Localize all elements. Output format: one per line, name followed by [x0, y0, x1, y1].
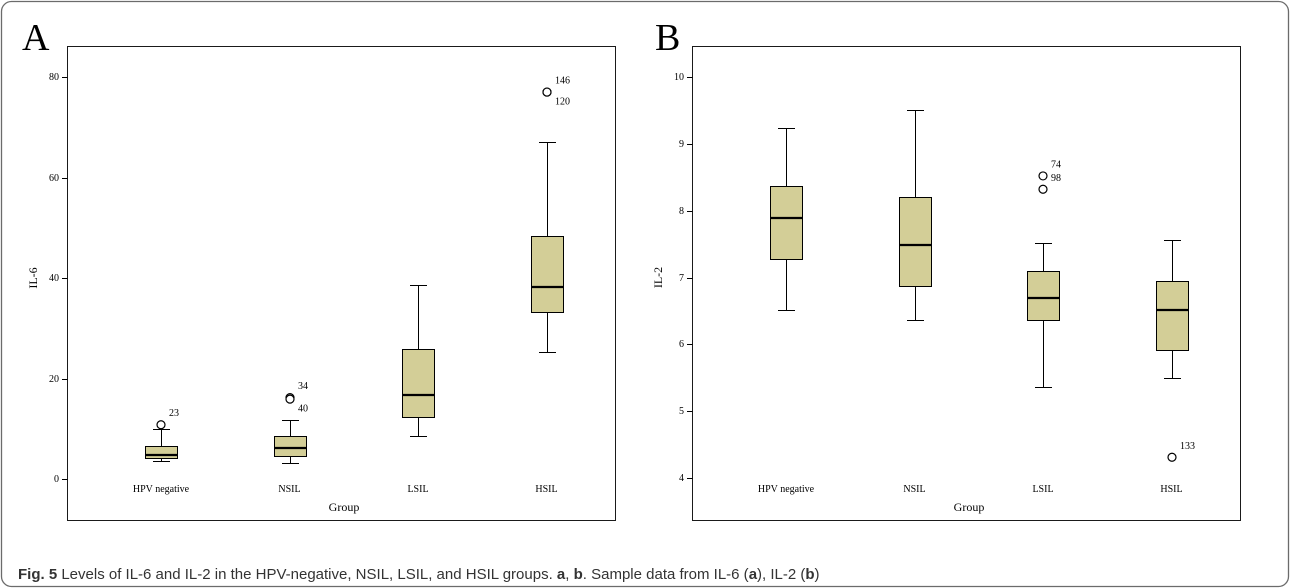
- outlier-case-label: 74: [1051, 159, 1061, 170]
- outlier-case-label: 23: [169, 408, 179, 419]
- x-tick-label: LSIL: [407, 484, 428, 495]
- y-tick-label: 10: [674, 72, 684, 83]
- outlier-case-label: 34: [298, 381, 308, 392]
- plot-frame: [692, 46, 1241, 521]
- plot-frame: [67, 46, 616, 521]
- outlier-case-label: 40: [298, 404, 308, 415]
- box-plot-nsil: 34 40: [274, 381, 308, 464]
- outlier-case-label: 133: [1180, 441, 1195, 452]
- outlier-point: [156, 420, 166, 430]
- y-tick-label: 7: [679, 273, 684, 284]
- box-plot-hpv-negative: [770, 128, 803, 311]
- outlier-case-label: 98: [1051, 173, 1061, 184]
- outlier-point: [285, 394, 295, 404]
- caption-bold-run: Fig. 5: [18, 566, 57, 583]
- panel-label-a: A: [22, 17, 50, 59]
- x-tick-label: HSIL: [1160, 484, 1182, 495]
- x-axis-title: Group: [954, 500, 985, 514]
- iqr-box: [770, 186, 803, 260]
- y-tick-label: 60: [49, 173, 59, 184]
- outlier-case-label: 146: [555, 76, 570, 87]
- y-tick-label: 8: [679, 206, 684, 217]
- caption-bold-run: b: [574, 566, 583, 583]
- box-plot-hsil: 133: [1156, 240, 1195, 462]
- iqr-box: [274, 436, 307, 457]
- box-plot-nsil: [899, 110, 932, 321]
- iqr-box: [1027, 271, 1060, 321]
- x-tick-label: HPV negative: [133, 484, 190, 495]
- panel-a: A 0 20 40 60 80 IL-6 HPV negative NSIL LSIL HSIL G…: [22, 17, 616, 521]
- caption-bold-run: a: [749, 566, 758, 583]
- figure-caption: Fig. 5 Levels of IL-6 and IL-2 in the HP…: [18, 566, 820, 583]
- caption-bold-run: a: [557, 566, 566, 583]
- iqr-box: [1156, 281, 1189, 351]
- x-tick-label: HPV negative: [758, 484, 815, 495]
- outlier-case-label: 120: [555, 97, 570, 108]
- caption-run: ): [815, 566, 820, 583]
- y-tick-label: 20: [49, 374, 59, 385]
- outlier-point: [1167, 452, 1177, 462]
- x-tick-label: LSIL: [1032, 484, 1053, 495]
- iqr-box: [899, 197, 932, 287]
- y-axis-title: IL-2: [651, 267, 665, 288]
- y-tick-label: 9: [679, 139, 684, 150]
- iqr-box: [402, 349, 435, 418]
- x-tick-label: NSIL: [903, 484, 925, 495]
- y-tick-label: 40: [49, 273, 59, 284]
- y-tick-label: 0: [54, 474, 59, 485]
- box-plot-lsil: [402, 285, 435, 437]
- caption-run: . Sample data from IL-6 (: [583, 566, 749, 583]
- outlier-point: [1038, 171, 1048, 181]
- box-plot-hsil: 146 120: [531, 76, 570, 353]
- caption-run: ), IL-2 (: [757, 566, 805, 583]
- panel-b: B 4 5 6 7 8 9 10 IL-2 HPV negative NSIL LSIL HSIL Gr…: [651, 17, 1241, 521]
- outlier-point: [1038, 184, 1048, 194]
- iqr-box: [145, 446, 178, 459]
- y-tick-label: 4: [679, 473, 684, 484]
- caption-run: ,: [565, 566, 573, 583]
- x-tick-label: HSIL: [535, 484, 557, 495]
- caption-bold-run: b: [805, 566, 814, 583]
- outlier-point: [542, 87, 552, 97]
- y-axis-title: IL-6: [26, 267, 40, 288]
- y-tick-label: 6: [679, 339, 684, 350]
- box-plot-hpv-negative: 23: [145, 408, 179, 462]
- panel-label-b: B: [655, 17, 680, 59]
- iqr-box: [531, 236, 564, 313]
- x-axis-title: Group: [329, 500, 360, 514]
- x-tick-label: NSIL: [278, 484, 300, 495]
- y-tick-label: 5: [679, 406, 684, 417]
- caption-run: Levels of IL-6 and IL-2 in the HPV-negat…: [57, 566, 557, 583]
- y-tick-label: 80: [49, 72, 59, 83]
